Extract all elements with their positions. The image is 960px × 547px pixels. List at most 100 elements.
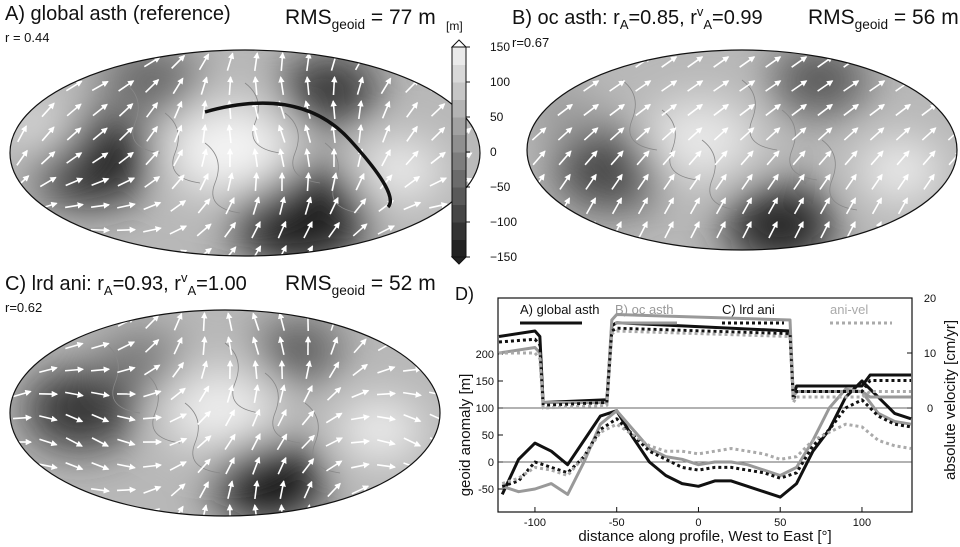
velocity-arrow — [636, 150, 650, 166]
velocity-arrow — [713, 127, 729, 141]
velocity-arrow — [923, 173, 935, 190]
velocity-arrow — [117, 341, 136, 351]
velocity-arrow — [948, 150, 957, 166]
velocity-arrow — [304, 75, 311, 96]
velocity-arrow — [15, 78, 29, 94]
velocity-arrow — [12, 414, 33, 421]
velocity-arrow — [39, 57, 58, 67]
velocity-arrow — [142, 414, 163, 421]
velocity-arrow — [65, 177, 84, 187]
velocity-arrow — [356, 76, 365, 95]
velocity-arrow — [91, 341, 110, 350]
y-tick-label: 0 — [488, 457, 494, 469]
velocity-arrow — [844, 150, 858, 166]
velocity-arrow — [303, 221, 313, 239]
velocity-arrow — [90, 487, 110, 494]
velocity-arrow — [817, 103, 834, 117]
velocity-arrow — [225, 457, 235, 475]
velocity-arrow — [276, 433, 288, 451]
coastline — [821, 139, 858, 211]
map-blobs — [24, 320, 422, 516]
velocity-arrow — [91, 317, 110, 326]
title-part: geoid — [332, 283, 365, 298]
velocity-arrow — [949, 197, 957, 215]
velocity-arrow — [871, 173, 883, 190]
colorbar-tick-label: 0 — [490, 145, 497, 159]
velocity-arrow — [690, 221, 700, 239]
velocity-arrow — [39, 341, 58, 351]
velocity-arrow — [897, 173, 909, 190]
map-title: RMSgeoid = 52 m — [285, 272, 436, 298]
velocity-arrow — [583, 127, 599, 141]
velocity-arrow — [793, 173, 805, 190]
coastline — [284, 112, 321, 184]
velocity-arrow — [429, 177, 448, 187]
anomaly — [338, 400, 422, 460]
velocity-arrow — [716, 221, 726, 239]
velocity-arrow — [403, 56, 421, 68]
velocity-arrow — [766, 150, 780, 166]
velocity-arrow — [227, 75, 234, 96]
velocity-arrow — [143, 226, 162, 233]
anomaly — [101, 50, 199, 115]
velocity-arrow — [765, 56, 782, 68]
velocity-arrow — [687, 127, 703, 141]
y2-axis-label: absolute velocity [cm/yr] — [942, 320, 959, 480]
velocity-arrow — [377, 249, 396, 256]
map-outline — [9, 49, 481, 257]
coastline — [661, 109, 698, 181]
velocity-arrow — [305, 171, 312, 192]
velocity-arrow — [252, 504, 259, 516]
velocity-arrow — [715, 173, 727, 190]
velocity-arrow — [947, 80, 957, 92]
velocity-arrow — [921, 103, 938, 117]
velocity-arrow — [869, 56, 886, 68]
anomaly — [358, 140, 442, 200]
velocity-arrow — [403, 201, 422, 211]
velocity-arrow — [146, 125, 158, 142]
colorbar-tick-label: 150 — [490, 40, 510, 54]
velocity-arrow — [65, 391, 84, 398]
coastline — [144, 372, 181, 444]
velocity-arrow — [689, 197, 701, 215]
velocity-arrow — [557, 127, 573, 141]
title-part: =0.93, r — [113, 273, 182, 295]
coastline — [104, 342, 141, 414]
velocity-arrow — [197, 410, 211, 426]
velocity-arrow — [532, 150, 546, 166]
velocity-arrow — [201, 100, 208, 120]
velocity-arrow — [713, 80, 730, 92]
colorbar-band — [452, 117, 466, 135]
velocity-arrow — [739, 127, 755, 141]
anomaly — [858, 140, 942, 200]
velocity-arrow — [560, 221, 570, 239]
velocity-arrow — [145, 314, 160, 329]
velocity-arrow — [326, 460, 343, 472]
velocity-arrow — [611, 173, 623, 190]
velocity-arrow — [405, 150, 419, 166]
velocity-arrow — [377, 439, 396, 446]
velocity-arrow — [253, 171, 260, 192]
velocity-arrow — [38, 226, 58, 233]
colorbar-band — [452, 169, 466, 188]
velocity-arrow — [91, 80, 109, 92]
title-part: = 77 m — [365, 6, 436, 29]
velocity-arrow — [39, 317, 57, 327]
title-part: A — [104, 283, 113, 298]
velocity-arrow — [377, 509, 396, 516]
velocity-arrow — [845, 173, 857, 190]
title-part: A) global asth (reference) — [5, 3, 231, 25]
velocity-arrow — [13, 249, 32, 256]
velocity-arrow — [793, 197, 805, 215]
velocity-arrow — [226, 99, 233, 120]
velocity-arrow — [819, 197, 831, 215]
velocity-arrow — [351, 485, 370, 495]
velocity-arrow — [379, 54, 393, 70]
velocity-arrow — [304, 148, 311, 168]
velocity-arrow — [765, 103, 782, 117]
velocity-arrow — [428, 226, 449, 234]
velocity-arrow — [817, 127, 833, 141]
title-part: geoid — [332, 17, 365, 32]
coastline — [124, 82, 161, 154]
velocity-arrow — [65, 413, 84, 423]
